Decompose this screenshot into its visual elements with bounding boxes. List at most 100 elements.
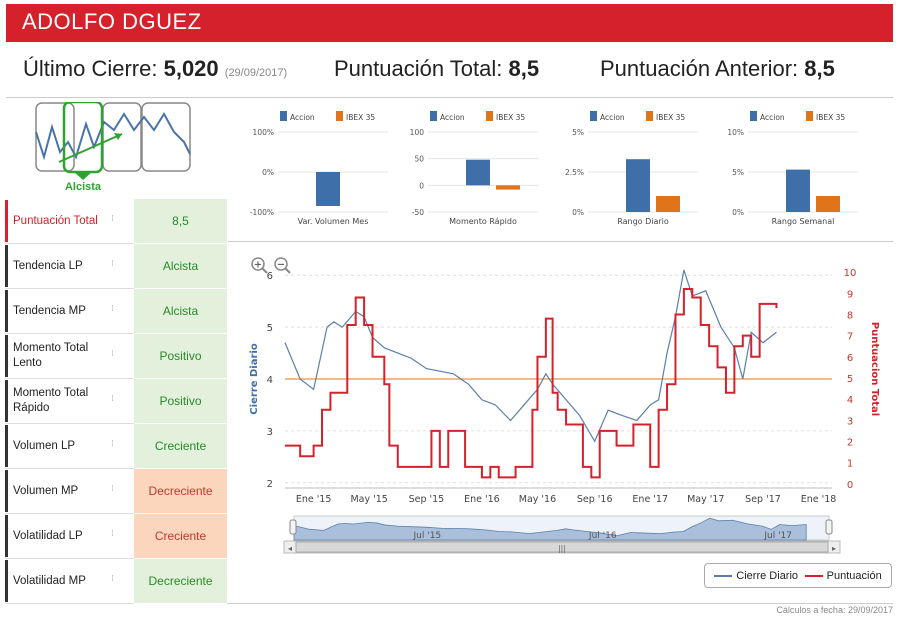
zoom-out-icon[interactable]: − [274,257,291,274]
mini-xlabel: Rango Diario [617,217,669,226]
x-tick-label: Ene '17 [632,494,668,505]
y2-tick-label: 8 [847,310,853,321]
svg-text:+: + [254,260,262,271]
bar-ibex [496,185,520,190]
legend-accion-swatch [590,111,597,121]
legend-score[interactable]: Puntuación [804,569,882,582]
main-chart: + − 2 3 4 5 6 0 1 2 3 4 5 6 7 8 9 10 Cierre Diario Puntuaci… [249,257,880,554]
x-tick-label: Ene '18 [801,494,837,505]
row-separator [5,423,134,424]
tick-label: 0% [572,208,584,217]
calc-date: Cálculos a fecha: 29/09/2017 [776,605,893,615]
tick-label: 100% [253,128,274,137]
x-tick-label: May '17 [687,494,724,505]
scrollbar-thumb[interactable] [295,541,829,553]
divider-top [6,97,893,98]
y2-tick-label: 5 [847,374,853,385]
legend-price[interactable]: Cierre Diario [714,570,798,582]
close-block: Último Cierre: 5,020 (29/09/2017) [23,56,287,82]
x-tick-label: May '15 [350,494,387,505]
x-tick-label: Sep '17 [745,494,781,505]
drag-handle-icon[interactable]: ⁞ [111,394,114,404]
x-tick-label: May '16 [519,494,556,505]
indicator-value: Decreciente [134,469,227,513]
y2-tick-label: 4 [847,395,853,406]
legend-ibex-swatch [336,111,343,121]
chart-legend[interactable]: Cierre Diario Puntuación [704,563,892,588]
indicator-row: Momento Total Lento ⁞ Positivo [5,334,227,379]
tick-label: 0 [419,181,424,190]
x-tick-label: Sep '15 [409,494,445,505]
trend-box-2 [102,102,142,172]
legend-accion-swatch [430,111,437,121]
row-separator [5,333,134,334]
zoom-in-icon[interactable]: + [251,257,268,274]
trend-box-3 [141,102,191,172]
indicator-row: Momento Total Rápido ⁞ Positivo [5,379,227,424]
indicator-label: Momento Total Lento [5,335,107,377]
x-tick-label: Ene '15 [296,494,332,505]
drag-handle-icon[interactable]: ⁞ [111,214,114,224]
scroll-right-icon[interactable]: ▸ [832,544,836,553]
bar-ibex [816,196,840,212]
indicator-label: Volumen LP [5,425,107,467]
tick-label: 5% [732,168,744,177]
indicator-label: Volatilidad MP [5,560,107,602]
mini-chart-3: Accion IBEX 35 10% 5% 0% Rango Semanal [727,111,858,226]
company-title: ADOLFO DGUEZ [22,9,202,34]
bar-accion [626,159,650,212]
previous-label: Puntuación Anterior: [600,56,799,81]
tick-label: 2.5% [565,168,584,177]
drag-handle-icon[interactable]: ⁞ [111,439,114,449]
y2-axis-title: Puntuacion Total [869,322,880,416]
scrollbar[interactable]: ||| ◂ ▸ [283,540,841,554]
scroll-left-icon[interactable]: ◂ [288,544,292,553]
bar-ibex [656,196,680,212]
tick-label: -100% [250,208,274,217]
drag-handle-icon[interactable]: ⁞ [111,574,114,584]
indicator-value: Decreciente [134,559,227,603]
legend-ibex: IBEX 35 [816,113,845,122]
drag-handle-icon[interactable]: ⁞ [111,259,114,269]
navigator-handle-left[interactable] [289,519,297,535]
navigator-label: Jul '15 [413,531,442,541]
mini-chart-0: Accion IBEX 35 100% 0% -100% Var. Volumen Mes [250,111,388,226]
drag-handle-icon[interactable]: ⁞ [111,304,114,314]
indicator-row: Tendencia MP ⁞ Alcista [5,289,227,334]
row-separator [5,513,134,514]
row-separator [5,558,134,559]
indicator-value: Creciente [134,424,227,468]
mini-chart-1: Accion IBEX 35 100 50 0 -50 Momento Rápido [410,111,538,226]
close-date: (29/09/2017) [224,67,288,79]
drag-handle-icon[interactable]: ⁞ [111,484,114,494]
series-cierre-diario [284,269,777,443]
drag-handle-icon[interactable]: ⁞ [111,349,114,359]
row-separator [5,243,134,244]
divider-mid [228,241,893,242]
row-separator [5,288,134,289]
row-separator [5,603,134,604]
close-label: Último Cierre: [23,56,158,81]
y2-tick-label: 3 [847,416,853,427]
tick-label: 50 [414,155,424,164]
y-tick-label: 3 [267,427,273,438]
y-tick-label: 5 [267,323,273,334]
trend-label: Alcista [65,181,102,192]
indicator-row: Volumen MP ⁞ Decreciente [5,469,227,514]
legend-score-label: Puntuación [826,569,882,582]
indicator-table: Puntuación Total ⁞ 8,5 Tendencia LP ⁞ Alcista… [5,199,227,604]
indicator-value: Creciente [134,514,227,558]
indicator-value: 8,5 [134,199,227,243]
row-separator [5,378,134,379]
trend-line-icon [35,112,191,161]
y2-tick-label: 6 [847,353,853,364]
y2-tick-label: 7 [847,332,853,343]
mini-charts: Accion IBEX 35 100% 0% -100% Var. Volumen Mes… [250,111,858,226]
navigator-handle-right[interactable] [825,519,833,535]
drag-handle-icon[interactable]: ⁞ [111,529,114,539]
x-tick-label: Ene '16 [464,494,500,505]
legend-accion: Accion [290,113,315,122]
indicator-value: Positivo [134,334,227,378]
bar-accion [316,172,340,206]
navigator[interactable]: Jul '15 Jul '16 Jul '17 [289,515,833,541]
